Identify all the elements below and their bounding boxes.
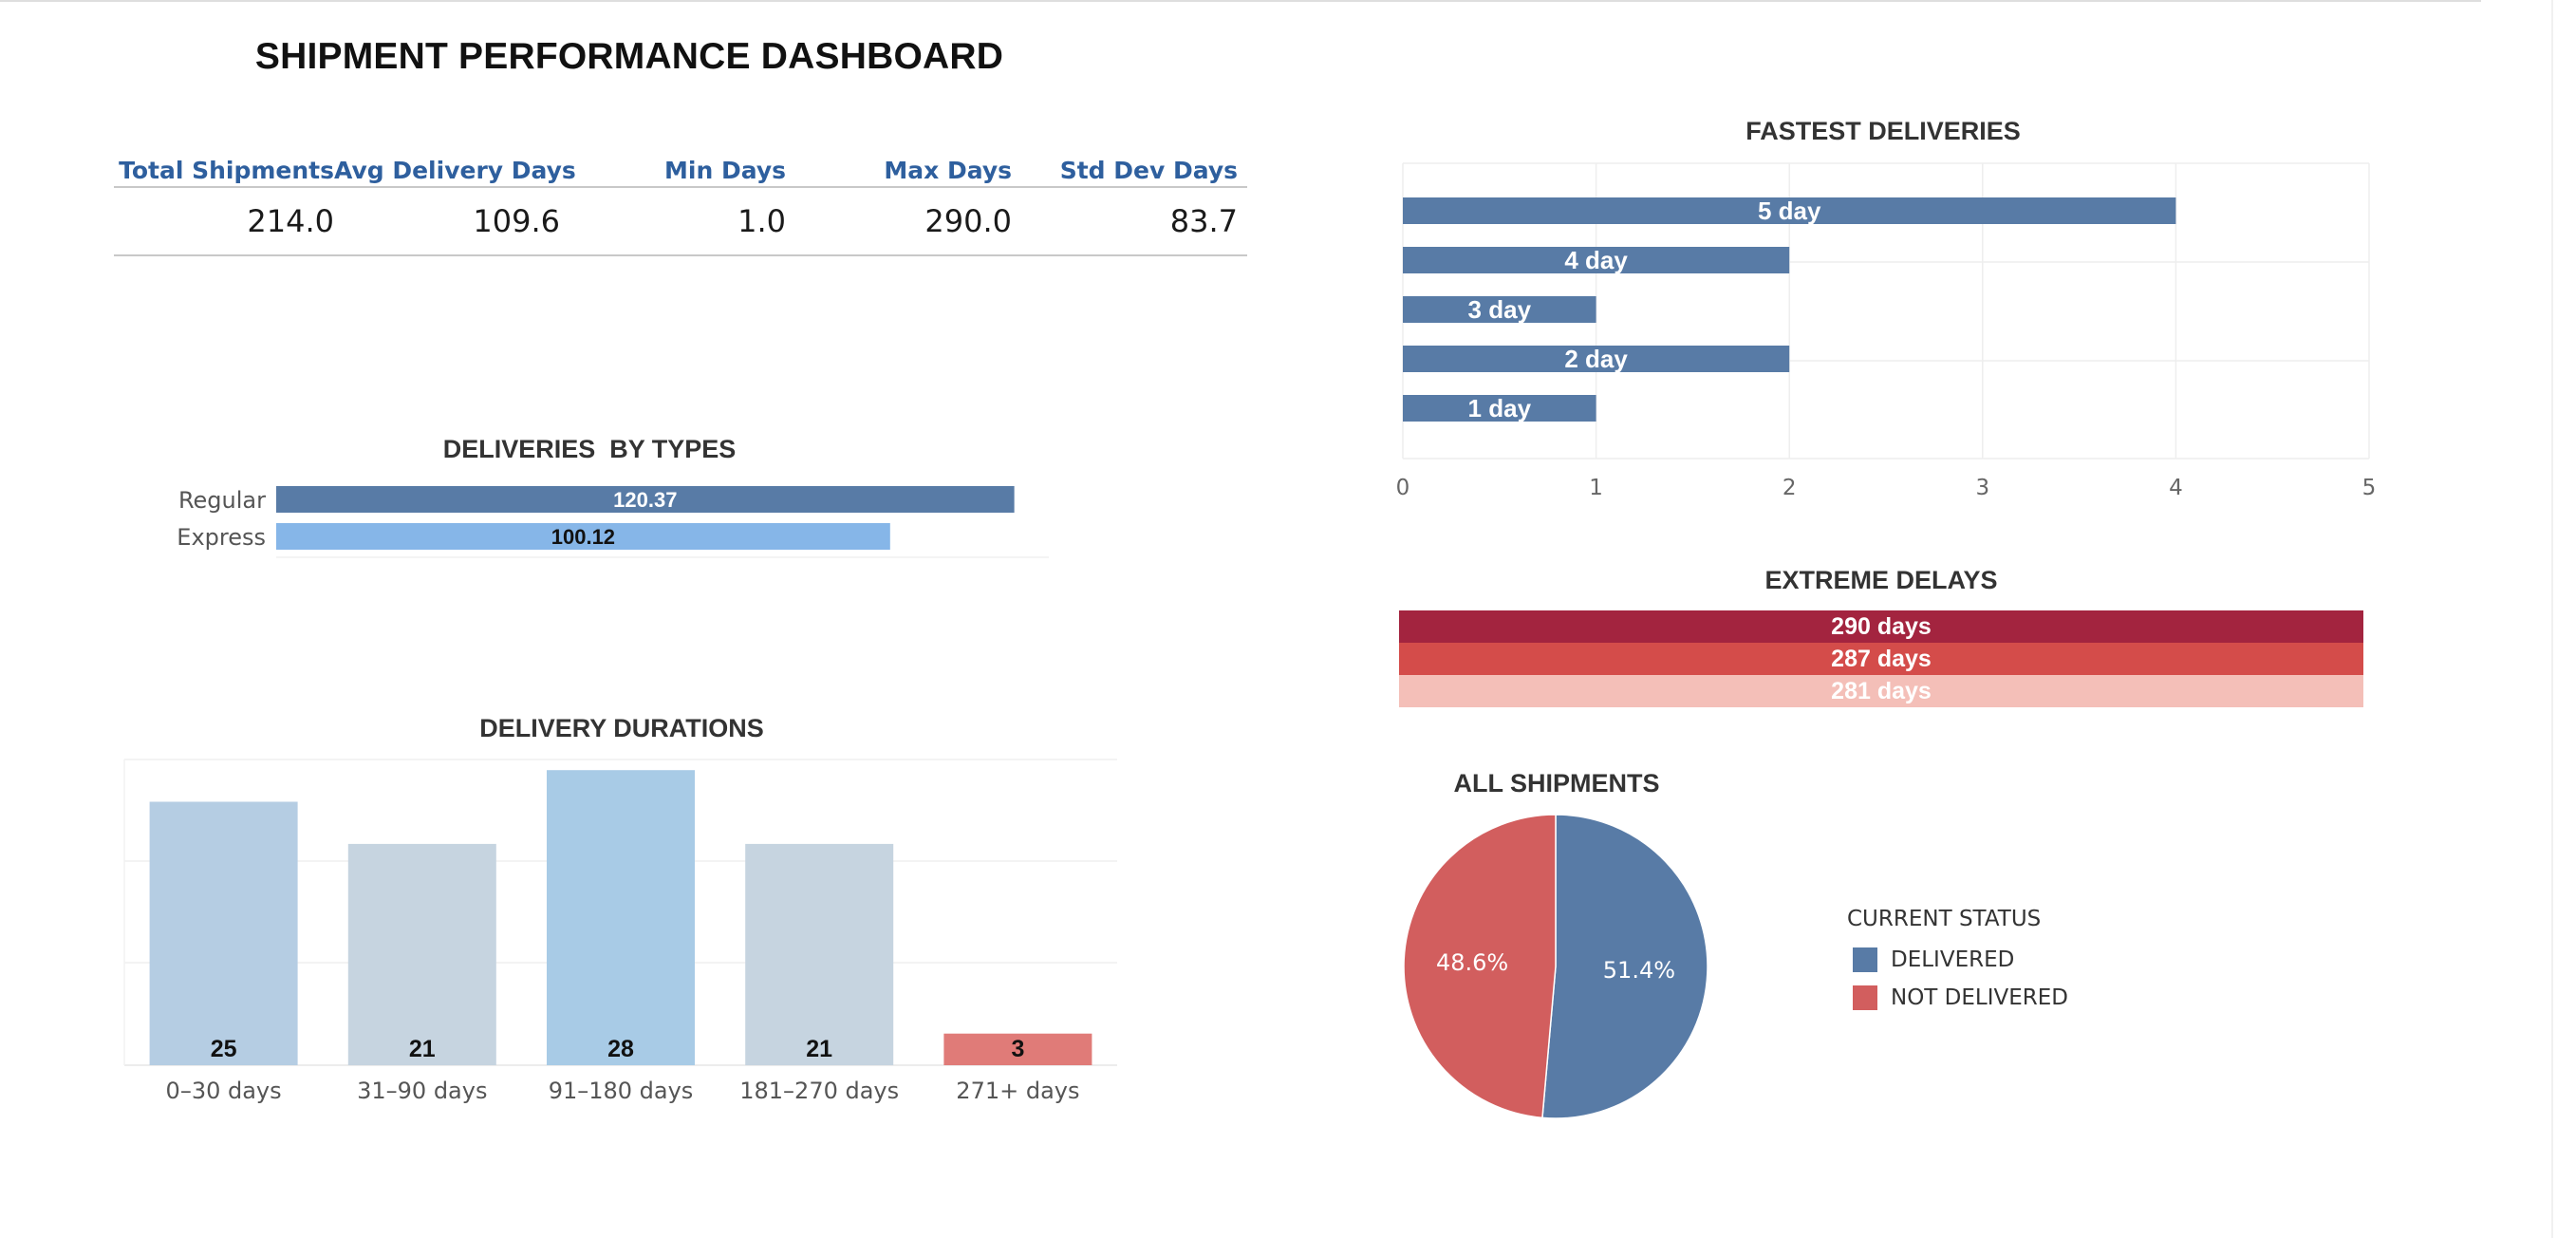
dashboard-title: SHIPMENT PERFORMANCE DASHBOARD: [254, 36, 1004, 77]
legend-item-delivered[interactable]: DELIVERED: [1847, 941, 2068, 979]
duration-bar[interactable]: [547, 770, 695, 1065]
pie-slice-label: 48.6%: [1436, 949, 1508, 976]
kpi-value-avg-delivery-days[interactable]: 109.6: [473, 203, 560, 239]
duration-category-label: 0–30 days: [166, 1078, 282, 1104]
extreme-delay-label: 281 days: [1831, 678, 1932, 704]
extreme-delay-row[interactable]: [1399, 675, 2363, 707]
kpi-value-max-days[interactable]: 290.0: [924, 203, 1012, 239]
fastest-x-tick: 4: [2169, 476, 2183, 500]
all-shipments-title: ALL SHIPMENTS: [1453, 769, 1660, 797]
fastest-bar-label: 2 day: [1564, 345, 1628, 373]
fastest-x-tick: 2: [1783, 476, 1797, 500]
type-bar[interactable]: [276, 486, 1015, 513]
legend-label-not-delivered: NOT DELIVERED: [1891, 985, 2068, 1010]
duration-category-label: 31–90 days: [357, 1078, 487, 1104]
legend-swatch-delivered: [1853, 947, 1877, 972]
kpi-value-min-days[interactable]: 1.0: [737, 203, 786, 239]
type-bar-value: 120.37: [613, 488, 677, 512]
pie-slice-label: 51.4%: [1603, 957, 1675, 984]
fastest-bar[interactable]: [1403, 197, 2176, 224]
kpi-bottom-divider: [114, 254, 1247, 256]
duration-bar-value: 28: [607, 1036, 634, 1062]
kpi-header-avg-delivery-days[interactable]: Avg Delivery Days: [334, 157, 576, 184]
kpi-value-total-shipments[interactable]: 214.0: [247, 203, 334, 239]
duration-bar-value: 25: [211, 1036, 237, 1062]
fastest-bar-label: 4 day: [1564, 246, 1628, 274]
duration-bar[interactable]: [745, 843, 894, 1065]
duration-bar[interactable]: [943, 1033, 1092, 1065]
top-divider: [0, 0, 2481, 2]
duration-bar[interactable]: [149, 801, 298, 1066]
fastest-bar[interactable]: [1403, 395, 1596, 422]
legend-title: CURRENT STATUS: [1847, 907, 2042, 931]
type-category-label: Regular: [178, 487, 266, 514]
extreme-delays-title: EXTREME DELAYS: [1764, 566, 1998, 594]
kpi-summary-table: Total Shipments Avg Delivery Days Min Da…: [114, 154, 1247, 256]
legend-item-not-delivered[interactable]: NOT DELIVERED: [1847, 979, 2068, 1017]
deliveries-by-types-title: DELIVERIES BY TYPES: [442, 435, 737, 463]
duration-bar-value: 3: [1011, 1036, 1024, 1062]
right-divider: [2551, 0, 2553, 1238]
extreme-delay-row[interactable]: [1399, 643, 2363, 675]
duration-bar-value: 21: [409, 1036, 436, 1062]
fastest-bar[interactable]: [1403, 247, 1790, 273]
current-status-legend: CURRENT STATUS DELIVERED NOT DELIVERED: [1847, 907, 2068, 1017]
fastest-bar-label: 3 day: [1468, 295, 1532, 324]
duration-bar[interactable]: [347, 843, 496, 1065]
fastest-x-tick: 1: [1589, 476, 1603, 500]
kpi-header-row: Total Shipments Avg Delivery Days Min Da…: [114, 154, 1247, 186]
fastest-bar[interactable]: [1403, 346, 1790, 372]
delivery-durations-title: DELIVERY DURATIONS: [479, 714, 764, 742]
duration-category-label: 181–270 days: [739, 1078, 899, 1104]
duration-category-label: 91–180 days: [549, 1078, 694, 1104]
kpi-header-max-days[interactable]: Max Days: [884, 157, 1012, 184]
kpi-header-total-shipments[interactable]: Total Shipments: [119, 157, 334, 184]
fastest-x-tick: 3: [1975, 476, 1989, 500]
extreme-delay-label: 287 days: [1831, 646, 1932, 672]
fastest-bar[interactable]: [1403, 296, 1596, 323]
pie-slice-delivered[interactable]: [1541, 814, 1708, 1119]
legend-label-delivered: DELIVERED: [1891, 947, 2015, 972]
type-bar[interactable]: [276, 523, 890, 550]
legend-swatch-not-delivered: [1853, 985, 1877, 1010]
kpi-header-min-days[interactable]: Min Days: [664, 157, 786, 184]
fastest-bar-label: 1 day: [1468, 394, 1532, 422]
kpi-value-row: 214.0 109.6 1.0 290.0 83.7: [114, 188, 1247, 254]
extreme-delay-row[interactable]: [1399, 610, 2363, 643]
duration-category-label: 271+ days: [956, 1078, 1079, 1104]
pie-slice-not-delivered[interactable]: [1403, 814, 1557, 1119]
kpi-value-std-dev-days[interactable]: 83.7: [1169, 203, 1238, 239]
kpi-header-std-dev-days[interactable]: Std Dev Days: [1059, 157, 1238, 184]
type-category-label: Express: [177, 524, 266, 551]
fastest-x-tick: 0: [1396, 476, 1410, 500]
extreme-delay-label: 290 days: [1831, 613, 1932, 640]
fastest-deliveries-title: FASTEST DELIVERIES: [1745, 117, 2021, 145]
type-bar-value: 100.12: [551, 525, 615, 549]
fastest-x-tick: 5: [2362, 476, 2377, 500]
fastest-bar-label: 5 day: [1758, 197, 1821, 225]
kpi-header-divider: [114, 186, 1247, 188]
duration-bar-value: 21: [806, 1036, 832, 1062]
